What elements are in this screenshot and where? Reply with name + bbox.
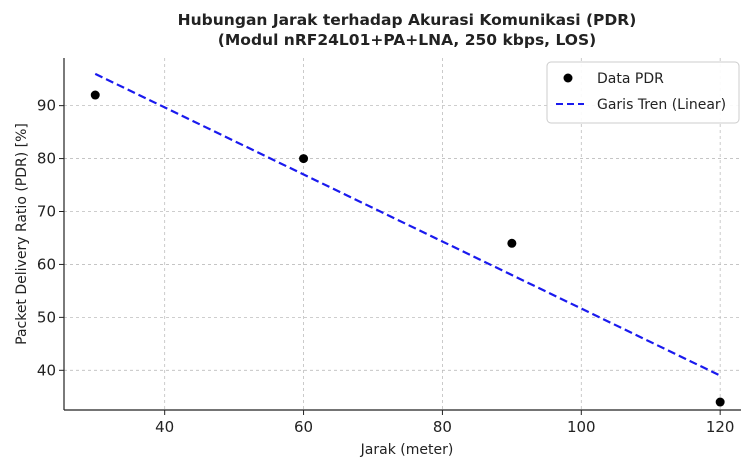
data-point xyxy=(715,397,725,407)
y-tick-label: 80 xyxy=(37,150,56,168)
x-tick-label: 120 xyxy=(706,418,735,436)
y-tick-label: 50 xyxy=(37,308,56,326)
x-axis-label: Jarak (meter) xyxy=(360,442,454,458)
x-tick-label: 60 xyxy=(294,418,313,436)
trend-line-layer xyxy=(94,72,721,377)
tick-labels: 40 60 80 100 120 40 50 60 70 80 90 xyxy=(37,97,735,436)
x-tick-label: 100 xyxy=(567,418,596,436)
chart-title: Hubungan Jarak terhadap Akurasi Komunika… xyxy=(178,11,637,29)
legend-label-trend: Garis Tren (Linear) xyxy=(597,97,726,113)
y-axis-label: Packet Delivery Ratio (PDR) [%] xyxy=(14,123,30,345)
trend-line xyxy=(94,72,721,377)
data-point xyxy=(299,154,309,164)
legend-marker-points xyxy=(563,73,573,83)
data-point xyxy=(507,238,517,248)
data-points-layer xyxy=(90,90,725,407)
y-tick-label: 40 xyxy=(37,361,56,379)
x-tick-label: 40 xyxy=(155,418,174,436)
legend-label-points: Data PDR xyxy=(597,71,664,87)
chart-subtitle: (Modul nRF24L01+PA+LNA, 250 kbps, LOS) xyxy=(218,31,596,49)
data-point xyxy=(90,90,100,100)
axes xyxy=(63,58,741,411)
legend-box xyxy=(546,61,740,124)
x-tick-label: 80 xyxy=(433,418,452,436)
y-tick-label: 90 xyxy=(37,97,56,115)
y-tick-label: 70 xyxy=(37,203,56,221)
y-tick-label: 60 xyxy=(37,255,56,273)
legend: Data PDR Garis Tren (Linear) xyxy=(546,61,740,124)
